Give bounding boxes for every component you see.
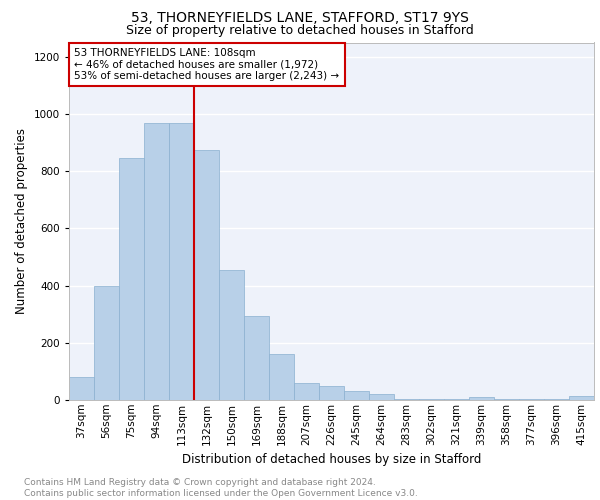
Bar (344, 392, 369, 400)
Text: 53, THORNEYFIELDS LANE, STAFFORD, ST17 9YS: 53, THORNEYFIELDS LANE, STAFFORD, ST17 9… (131, 12, 469, 26)
Bar (419, 398, 444, 400)
Bar (519, 399, 544, 400)
Bar (269, 354, 294, 400)
Bar (569, 396, 594, 400)
Text: Size of property relative to detached houses in Stafford: Size of property relative to detached ho… (126, 24, 474, 37)
Bar (444, 398, 469, 400)
Bar (469, 397, 494, 400)
Bar (294, 383, 319, 400)
Bar (94, 286, 119, 400)
Text: Contains HM Land Registry data © Crown copyright and database right 2024.
Contai: Contains HM Land Registry data © Crown c… (24, 478, 418, 498)
Y-axis label: Number of detached properties: Number of detached properties (15, 128, 28, 314)
Bar (369, 394, 394, 400)
Bar (169, 123, 194, 400)
X-axis label: Distribution of detached houses by size in Stafford: Distribution of detached houses by size … (182, 453, 481, 466)
Bar (144, 123, 169, 400)
Bar (69, 377, 94, 400)
Bar (319, 386, 344, 400)
Bar (494, 399, 519, 400)
Bar (544, 399, 569, 400)
Bar (194, 150, 219, 400)
Bar (119, 158, 144, 400)
Text: 53 THORNEYFIELDS LANE: 108sqm
← 46% of detached houses are smaller (1,972)
53% o: 53 THORNEYFIELDS LANE: 108sqm ← 46% of d… (74, 48, 340, 81)
Bar (394, 398, 419, 400)
Bar (219, 270, 244, 400)
Bar (244, 316, 269, 400)
